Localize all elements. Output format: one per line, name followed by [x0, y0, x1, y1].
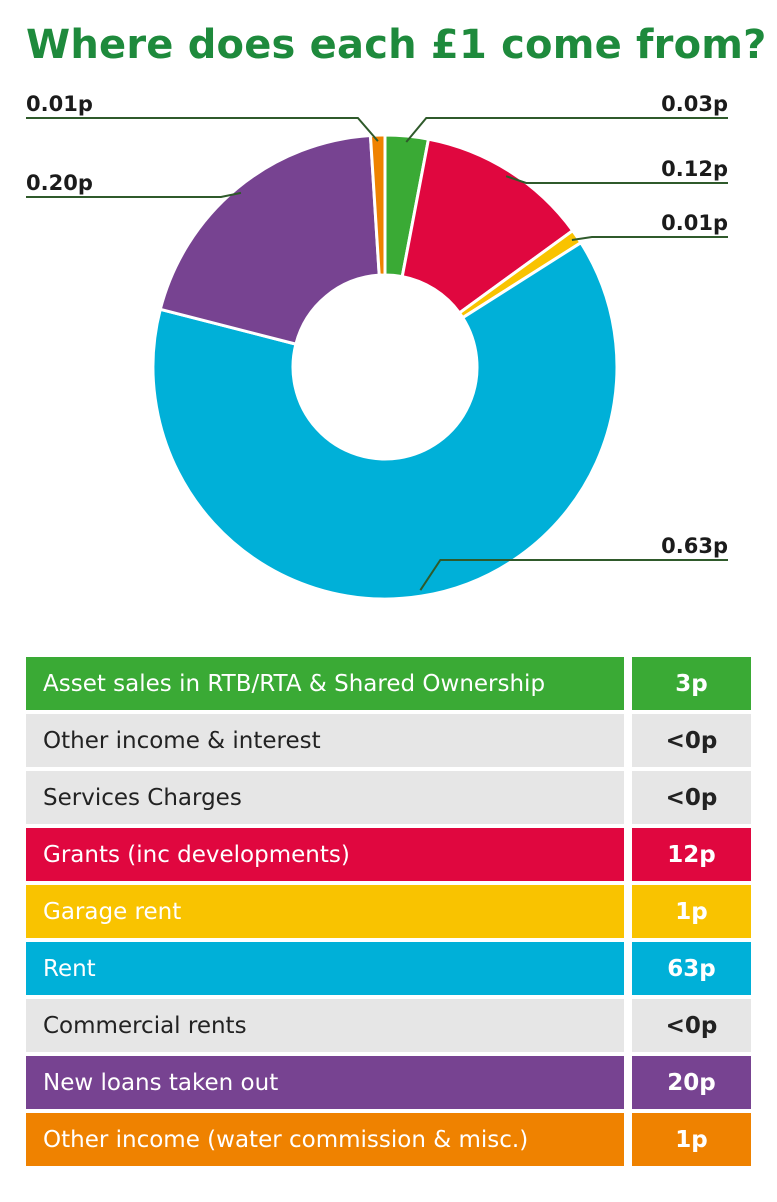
legend-table: Asset sales in RTB/RTA & Shared Ownershi… [26, 657, 751, 1170]
legend-category: Other income (water commission & misc.) [26, 1113, 624, 1166]
legend-value: 20p [632, 1056, 751, 1109]
legend-row: Rent 63p [26, 942, 751, 995]
slice-label: 0.12p [661, 157, 728, 181]
legend-category: Commercial rents [26, 999, 624, 1052]
legend-row: Commercial rents <0p [26, 999, 751, 1052]
legend-category: Asset sales in RTB/RTA & Shared Ownershi… [26, 657, 624, 710]
legend-category: Garage rent [26, 885, 624, 938]
legend-row: Asset sales in RTB/RTA & Shared Ownershi… [26, 657, 751, 710]
slice-label: 0.01p [26, 92, 93, 116]
donut-slice [158, 133, 381, 346]
legend-category: New loans taken out [26, 1056, 624, 1109]
slice-label: 0.03p [661, 92, 728, 116]
leader-line [419, 559, 728, 591]
slice-label: 0.01p [661, 211, 728, 235]
legend-row: Other income (water commission & misc.) 1… [26, 1113, 751, 1166]
legend-category: Other income & interest [26, 714, 624, 767]
donut-chart: 0.03p 0.12p 0.01p 0.63p 0.20p 0.01p [26, 92, 728, 601]
legend-category: Grants (inc developments) [26, 828, 624, 881]
legend-value: 1p [632, 885, 751, 938]
slice-label: 0.20p [26, 171, 93, 195]
legend-value: 12p [632, 828, 751, 881]
legend-row: New loans taken out 20p [26, 1056, 751, 1109]
leader-line [26, 117, 379, 142]
donut-slice [400, 137, 575, 316]
legend-row: Grants (inc developments) 12p [26, 828, 751, 881]
legend-category: Services Charges [26, 771, 624, 824]
legend-value: <0p [632, 771, 751, 824]
legend-value: 63p [632, 942, 751, 995]
slice-label: 0.63p [661, 534, 728, 558]
legend-row: Other income & interest <0p [26, 714, 751, 767]
leader-line [505, 175, 728, 184]
legend-value: 3p [632, 657, 751, 710]
chart-title: Where does each £1 come from? [26, 22, 767, 68]
leader-line [26, 191, 242, 198]
legend-category: Rent [26, 942, 624, 995]
leader-line [571, 236, 728, 241]
legend-value: 1p [632, 1113, 751, 1166]
legend-row: Services Charges <0p [26, 771, 751, 824]
donut-slice [151, 240, 619, 601]
legend-value: <0p [632, 999, 751, 1052]
legend-value: <0p [632, 714, 751, 767]
leader-line [405, 117, 728, 143]
donut-slice [368, 133, 387, 277]
legend-row: Garage rent 1p [26, 885, 751, 938]
